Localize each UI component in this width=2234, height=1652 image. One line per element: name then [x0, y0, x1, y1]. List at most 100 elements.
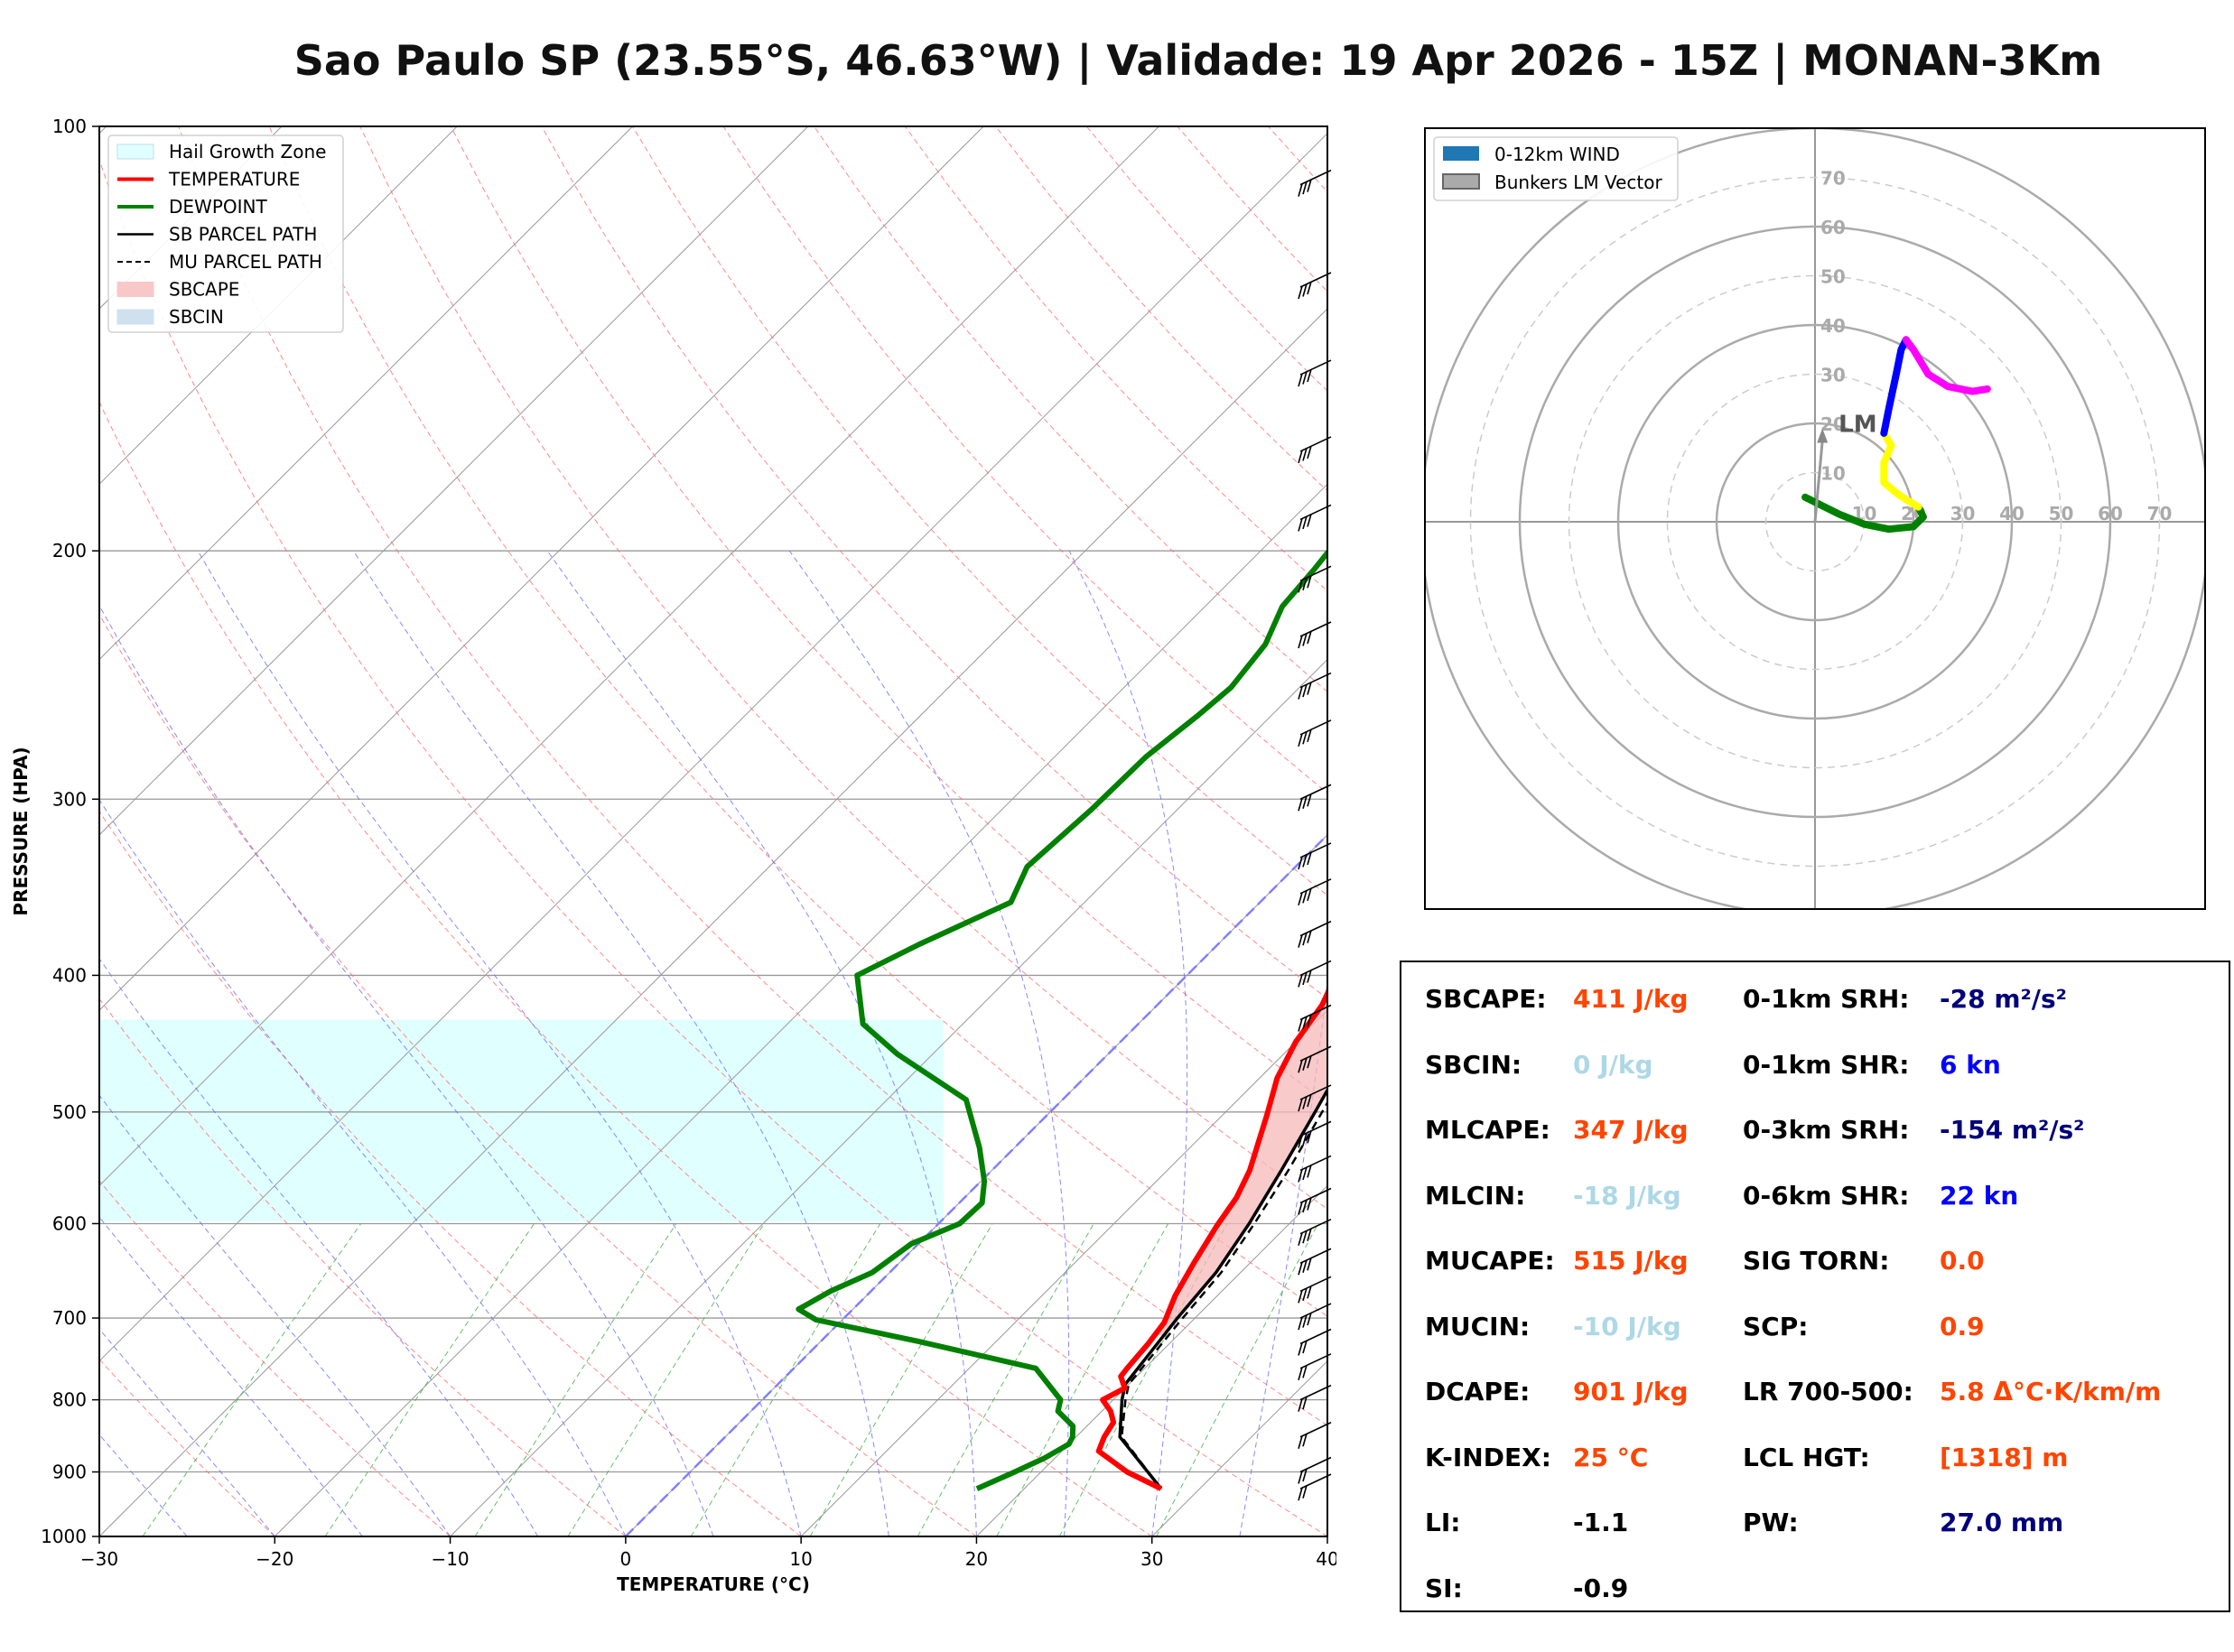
legend-label: SB PARCEL PATH	[169, 224, 317, 246]
wind-barb-feather	[1302, 181, 1308, 195]
hodo-ring-label-y: 40	[1820, 315, 1846, 337]
wind-barb-feather	[1298, 1262, 1303, 1276]
hodo-ring-label-y: 20	[1820, 413, 1846, 435]
wind-barb-feather	[1302, 1230, 1308, 1244]
x-tick-label: 0	[619, 1548, 631, 1570]
y-tick-label: 500	[52, 1101, 87, 1123]
param-value: 0 J/kg	[1573, 1049, 1653, 1080]
param-label: K-INDEX:	[1425, 1442, 1551, 1472]
hodo-ring-label-x: 50	[2049, 503, 2074, 524]
wind-barb-feather	[1298, 1202, 1303, 1215]
param-label: MUCIN:	[1425, 1311, 1531, 1341]
param-value: 515 J/kg	[1573, 1246, 1689, 1276]
wind-barb-feather	[1302, 1468, 1308, 1482]
wind-barb-staff	[1299, 436, 1332, 452]
param-label: 0-3km SRH:	[1743, 1115, 1910, 1145]
wind-barb-feather	[1298, 798, 1303, 812]
wind-barb-feather	[1307, 368, 1312, 383]
wind-barb-feather	[1307, 1228, 1312, 1241]
wind-barb-feather	[1298, 1342, 1303, 1356]
wind-barb	[1298, 920, 1332, 948]
moist-adiabat	[197, 550, 802, 1536]
param-value: -1.1	[1573, 1508, 1629, 1537]
dry-adiabat	[1268, 126, 1327, 192]
isotherm	[450, 658, 1327, 1536]
wind-barb-feather	[1298, 974, 1303, 988]
dry-adiabat	[450, 126, 1327, 1104]
freezing-isotherm	[624, 833, 1327, 1536]
dry-adiabat	[814, 126, 1327, 692]
x-tick-label: 30	[1140, 1548, 1163, 1570]
wind-barb-staff	[1299, 1473, 1332, 1490]
wind-barb-feather	[1302, 1057, 1308, 1071]
wind-barb-feather	[1302, 1434, 1308, 1447]
param-label: SI:	[1425, 1573, 1463, 1603]
wind-barb-feather	[1302, 1259, 1308, 1273]
wind-barb-feather	[1307, 179, 1312, 192]
wind-barb-feather	[1307, 281, 1312, 295]
wind-barb-feather	[1302, 283, 1308, 297]
wind-barb-feather	[1298, 1232, 1303, 1246]
wind-barb	[1298, 1084, 1332, 1112]
wind-barb-feather	[1298, 892, 1303, 906]
dry-adiabat	[99, 400, 1152, 1536]
x-tick-label: 20	[965, 1548, 988, 1570]
y-tick-label: 1000	[41, 1526, 87, 1547]
param-label: SCP:	[1743, 1311, 1809, 1341]
sb-parcel-path	[1118, 1087, 1327, 1490]
legend-label: TEMPERATURE	[168, 169, 300, 190]
wind-barb-feather	[1302, 1016, 1308, 1030]
chart-title: Sao Paulo SP (23.55°S, 46.63°W) | Valida…	[293, 36, 2103, 85]
wind-barb-staff	[1299, 169, 1332, 186]
wind-barb-staff	[1299, 1155, 1332, 1172]
wind-barb-feather	[1298, 1135, 1303, 1148]
wind-barb-feather	[1307, 887, 1312, 902]
wind-barb	[1298, 1218, 1332, 1246]
wind-barb	[1298, 1303, 1332, 1331]
bunkers-lm-label: LM	[1838, 411, 1876, 438]
legend-label: SBCAPE	[169, 279, 239, 301]
isotherm	[99, 126, 1159, 1187]
wind-barb-staff	[1299, 565, 1332, 582]
wind-barb-feather	[1307, 682, 1312, 695]
wind-barb	[1298, 960, 1332, 988]
param-value: 22 kn	[1940, 1180, 2019, 1211]
mixing-ratio-line	[809, 1223, 993, 1536]
wind-barb	[1298, 1187, 1332, 1215]
param-label: LI:	[1425, 1508, 1461, 1537]
wind-barb	[1298, 621, 1332, 649]
param-label: DCAPE:	[1425, 1377, 1531, 1406]
wind-barb-feather	[1302, 971, 1308, 986]
wind-barb-feather	[1302, 1096, 1308, 1109]
wind-barb	[1298, 1248, 1332, 1276]
dry-adiabat	[99, 998, 627, 1536]
wind-barb-staff	[1299, 784, 1332, 800]
wind-barb	[1298, 1328, 1332, 1356]
y-tick-label: 800	[52, 1389, 87, 1411]
wind-barb	[1298, 1473, 1332, 1501]
wind-barb-feather	[1307, 575, 1312, 589]
moist-adiabat	[546, 550, 977, 1536]
isotherm	[625, 834, 1327, 1536]
param-value: -18 J/kg	[1573, 1180, 1681, 1211]
wind-barb-staff	[1299, 1187, 1332, 1204]
wind-barb-feather	[1298, 1367, 1303, 1381]
hodo-ring	[1469, 176, 2161, 868]
isotherm	[99, 308, 1327, 1536]
dry-adiabat	[722, 126, 1327, 794]
hodo-ring-label-x: 70	[2147, 503, 2173, 524]
parameters-panel: SBCAPE: 411 J/kg SBCIN: 0 J/kg MLCAPE: 347 J/…	[1400, 961, 2230, 1612]
wind-barb-feather	[1307, 930, 1312, 943]
wind-barb-staff	[1299, 1004, 1332, 1021]
param-value: -28 m²/s²	[1940, 984, 2067, 1014]
wind-barb-feather	[1307, 630, 1312, 645]
wind-barb	[1298, 1422, 1332, 1449]
hodo-wind-segment	[1880, 336, 1910, 437]
dry-adiabat	[99, 158, 1327, 1536]
hodo-ring-label-x: 40	[1999, 503, 2025, 524]
y-tick-label: 100	[52, 116, 87, 137]
wind-barb-feather	[1302, 515, 1308, 530]
dry-adiabat	[268, 126, 1327, 1317]
mixing-ratio-line	[917, 1223, 1094, 1536]
wind-barb	[1298, 359, 1332, 387]
